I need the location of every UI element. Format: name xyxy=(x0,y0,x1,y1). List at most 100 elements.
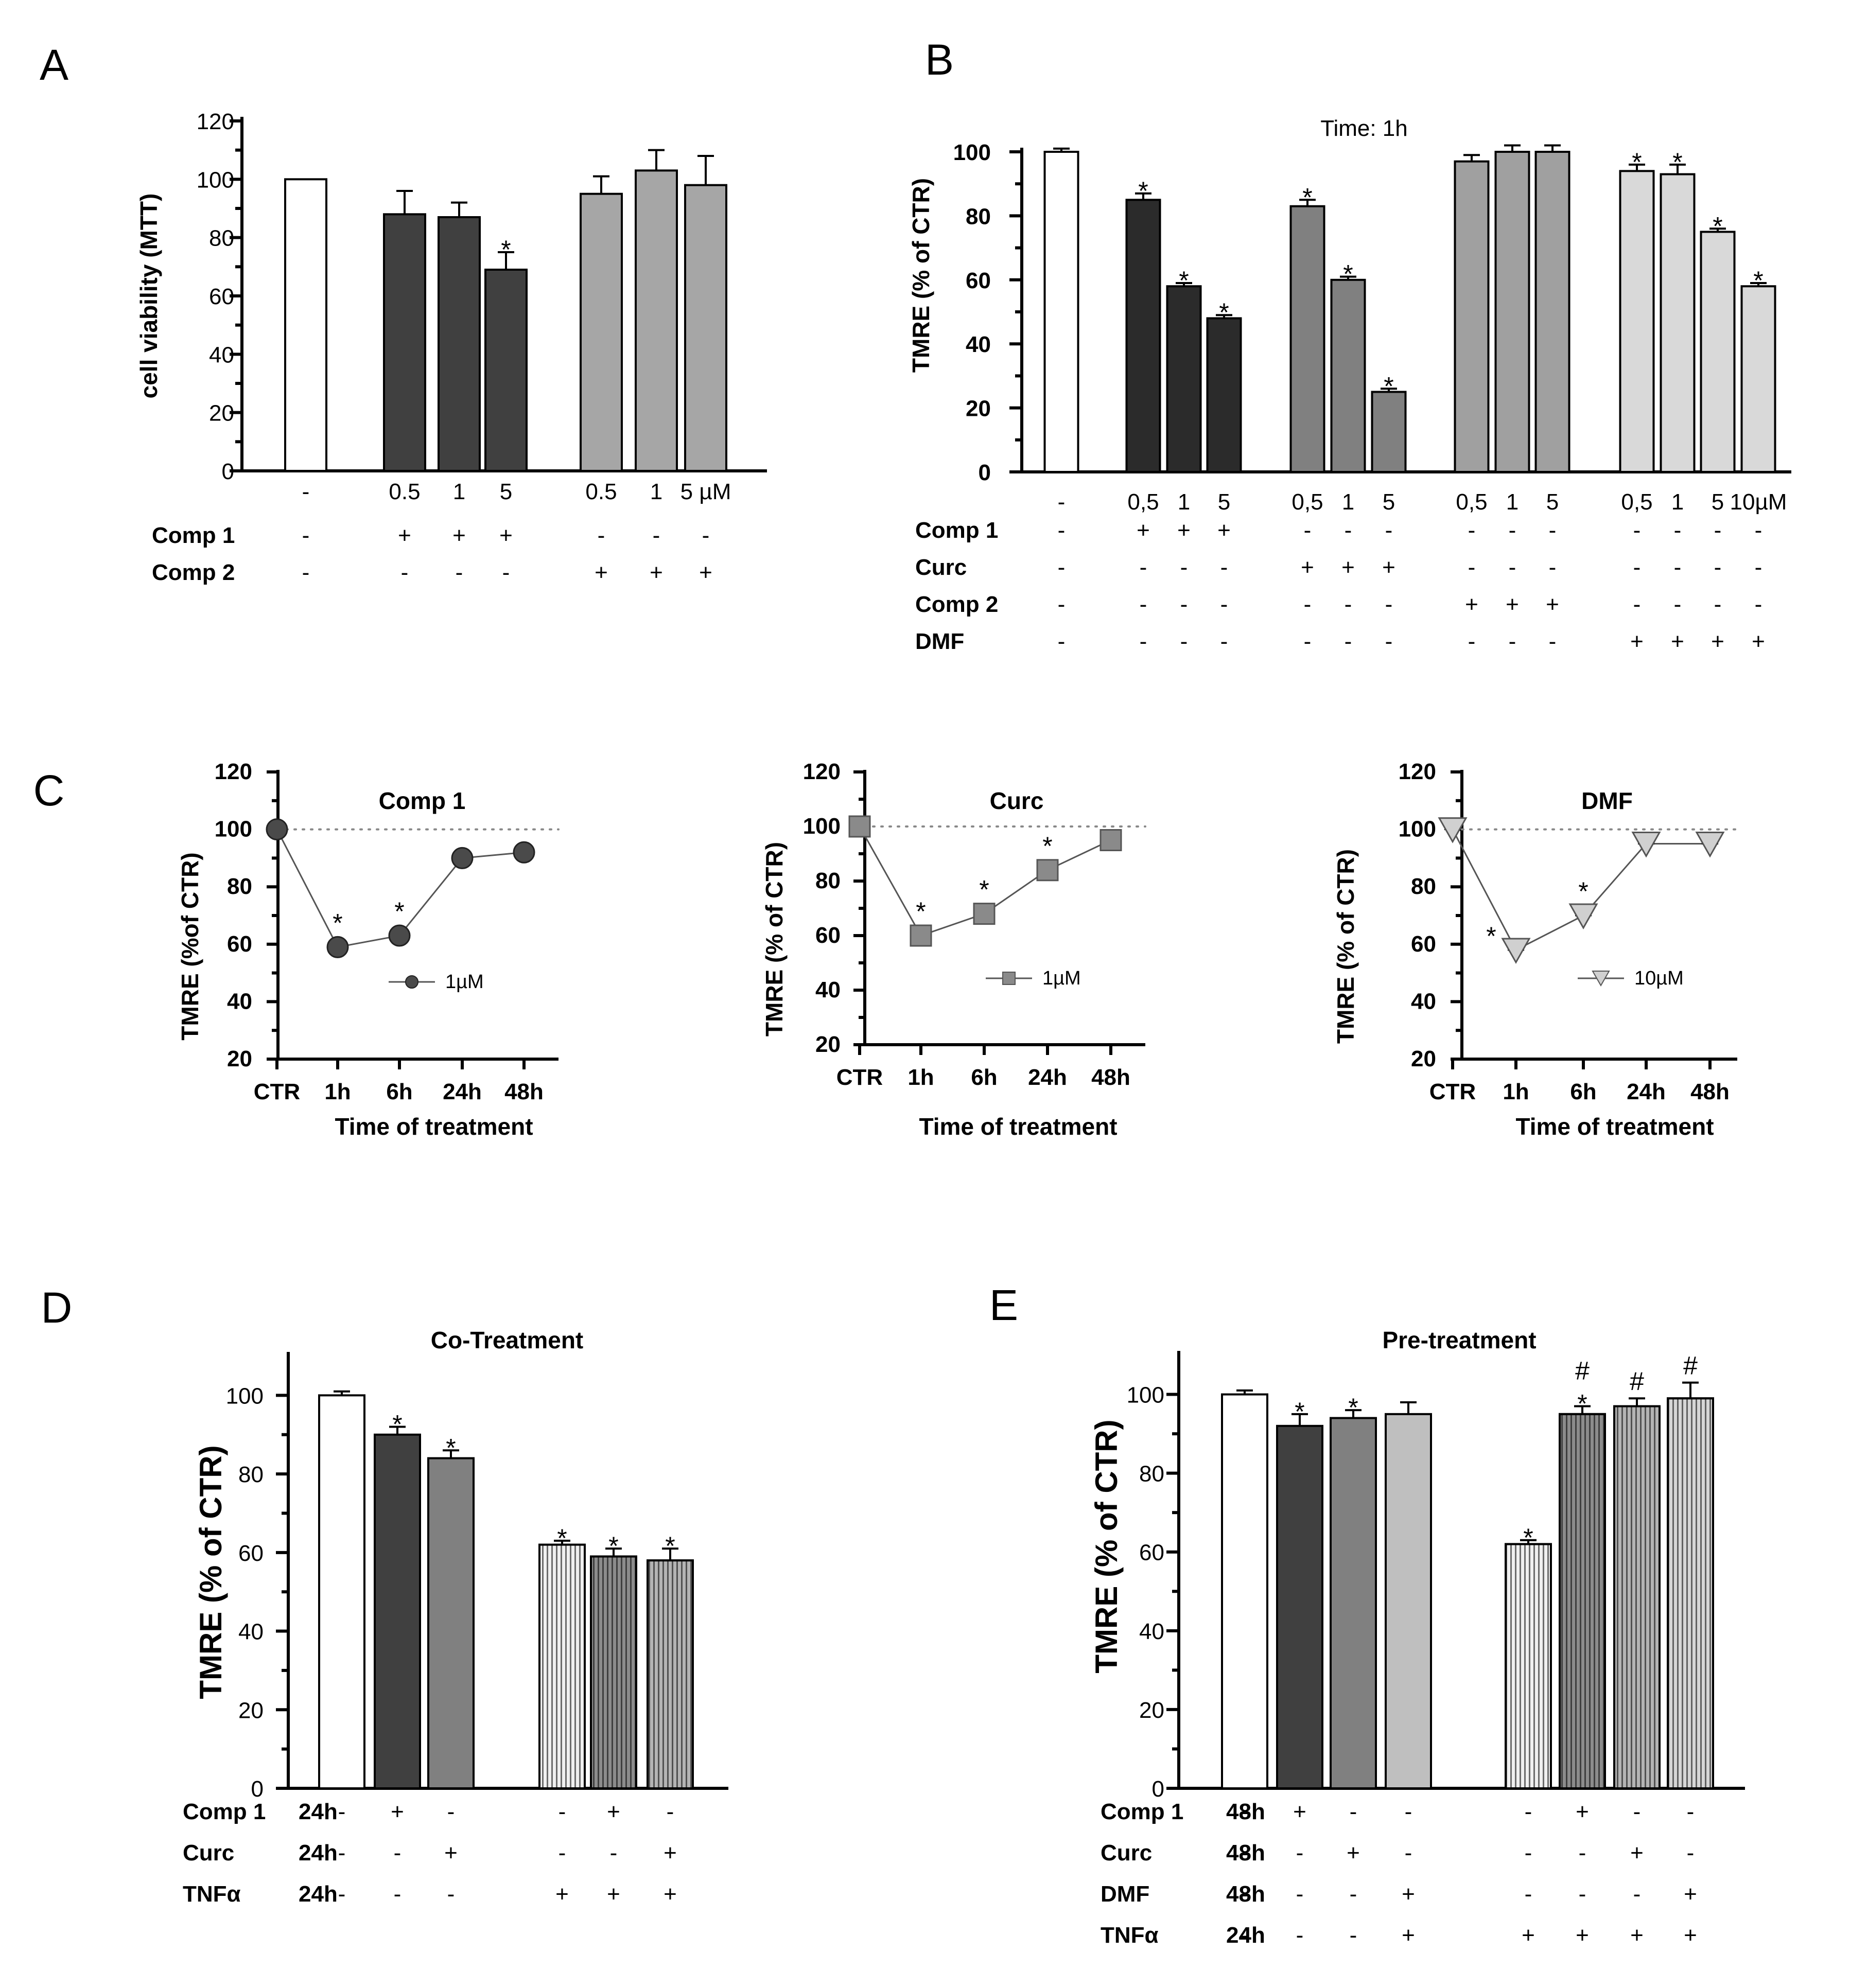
panel-letter-C: C xyxy=(33,766,65,815)
condition-mark-D: - xyxy=(338,1840,346,1866)
x-axis-label-C1: Time of treatment xyxy=(335,1113,533,1140)
y-tick-label-C3: 60 xyxy=(1411,931,1436,957)
data-point-C2 xyxy=(1099,829,1122,851)
significance-star-C3: * xyxy=(1578,877,1588,906)
condition-mark-E: + xyxy=(1684,1923,1697,1948)
condition-mark-B: - xyxy=(1345,629,1352,654)
condition-mark-E: + xyxy=(1684,1881,1697,1907)
condition-mark-E: + xyxy=(1576,1799,1589,1824)
y-tick-label-E: 0 xyxy=(1152,1776,1164,1802)
y-tick-label-C1: 40 xyxy=(227,989,252,1014)
condition-mark-D: + xyxy=(555,1881,569,1907)
data-point-C3 xyxy=(1568,903,1598,930)
condition-mark-B: - xyxy=(1633,555,1641,580)
y-axis-label-A: cell viability (MTT) xyxy=(135,193,162,399)
condition-mark-A: + xyxy=(595,560,608,585)
y-tick-label-A: 100 xyxy=(197,167,234,192)
panel-letter-A: A xyxy=(40,41,68,89)
y-tick-label-C3: 20 xyxy=(1411,1046,1436,1071)
x-category-label-B: 0,5 xyxy=(1291,489,1323,515)
y-tick-label-C2: 100 xyxy=(803,814,841,839)
data-point-C1 xyxy=(388,924,411,947)
condition-mark-A: - xyxy=(502,560,510,585)
condition-mark-E: - xyxy=(1633,1799,1641,1824)
y-tick-label-C2: 120 xyxy=(803,759,841,784)
y-tick-label-D: 40 xyxy=(238,1620,264,1645)
y-tick-label-A: 80 xyxy=(209,226,234,251)
y-tick-label-C1: 60 xyxy=(227,931,252,957)
bar-A xyxy=(580,192,623,472)
data-point-C3 xyxy=(1695,832,1725,858)
x-category-label-A: 5 µM xyxy=(680,479,731,504)
y-tick-label-B: 60 xyxy=(966,268,991,293)
condition-mark-B: - xyxy=(1180,555,1188,580)
condition-mark-B: + xyxy=(1137,518,1150,543)
bar-pattern-E xyxy=(1667,1397,1714,1789)
condition-mark-B: - xyxy=(1220,629,1228,654)
data-point-C3 xyxy=(1501,938,1531,964)
condition-mark-E: - xyxy=(1296,1881,1304,1907)
significance-star-B: * xyxy=(1753,266,1763,295)
x-tick-label-C1: CTR xyxy=(254,1079,300,1104)
condition-mark-E: + xyxy=(1347,1840,1360,1866)
condition-mark-B: - xyxy=(1180,629,1188,654)
condition-mark-B: - xyxy=(1220,555,1228,580)
significance-star-E: * xyxy=(1523,1523,1533,1552)
y-tick-label-B: 0 xyxy=(979,460,991,485)
y-tick-label-B: 100 xyxy=(953,140,991,165)
y-tick-label-C2: 20 xyxy=(815,1032,841,1057)
condition-mark-B: - xyxy=(1058,592,1066,617)
x-axis-label-C3: Time of treatment xyxy=(1515,1113,1714,1140)
significance-star-D: * xyxy=(557,1524,567,1553)
condition-mark-A: + xyxy=(699,560,712,585)
x-category-label-A: 0.5 xyxy=(585,479,617,504)
condition-mark-B: + xyxy=(1546,592,1559,617)
y-axis-label-C2: TMRE (% of CTR) xyxy=(761,842,788,1036)
y-tick-label-C1: 20 xyxy=(227,1046,252,1071)
condition-mark-B: - xyxy=(1385,518,1393,543)
y-tick-label-C3: 40 xyxy=(1411,989,1436,1014)
legend-label-C3: 10µM xyxy=(1634,967,1684,989)
bar-A xyxy=(635,169,678,472)
condition-mark-D: + xyxy=(607,1799,620,1824)
condition-time-E: 48h xyxy=(1226,1799,1265,1824)
bar-E xyxy=(1385,1413,1432,1789)
legend-marker-C2 xyxy=(1002,972,1016,985)
condition-mark-B: - xyxy=(1058,629,1066,654)
condition-mark-B: - xyxy=(1549,555,1557,580)
significance-star-B: * xyxy=(1179,266,1189,295)
condition-mark-E: - xyxy=(1687,1840,1695,1866)
condition-mark-B: - xyxy=(1755,555,1762,580)
y-tick-label-D: 0 xyxy=(251,1776,264,1802)
condition-name-A: Comp 1 xyxy=(152,523,235,548)
condition-mark-B: - xyxy=(1674,555,1682,580)
chart-title-B: Time: 1h xyxy=(1320,116,1408,141)
condition-mark-A: - xyxy=(598,523,605,548)
y-tick-label-A: 120 xyxy=(197,109,234,134)
panel-letter-E: E xyxy=(989,1281,1018,1329)
bar-pattern-E xyxy=(1505,1543,1552,1790)
y-tick-label-C1: 100 xyxy=(215,817,252,842)
condition-mark-D: - xyxy=(559,1840,566,1866)
data-point-C1 xyxy=(451,847,474,869)
condition-mark-A: - xyxy=(653,523,660,548)
legend-marker-C3 xyxy=(1592,971,1610,987)
condition-time-D: 24h xyxy=(299,1799,338,1824)
y-tick-label-D: 60 xyxy=(238,1541,264,1566)
significance-hash-E: # xyxy=(1630,1367,1644,1396)
condition-mark-B: - xyxy=(1345,518,1352,543)
x-category-label-B: 5 xyxy=(1383,489,1395,515)
significance-star-E: * xyxy=(1348,1393,1358,1422)
condition-mark-E: - xyxy=(1241,1840,1249,1866)
condition-mark-A: - xyxy=(702,523,710,548)
condition-mark-A: + xyxy=(452,523,466,548)
condition-name-B: DMF xyxy=(915,629,964,654)
y-tick-label-E: 60 xyxy=(1139,1540,1164,1565)
significance-star-B: * xyxy=(1713,212,1722,240)
condition-mark-E: - xyxy=(1405,1799,1412,1824)
chart-title-C1: Comp 1 xyxy=(379,787,466,814)
x-category-label-B: 5 xyxy=(1546,489,1559,515)
data-point-C2 xyxy=(848,815,871,838)
condition-mark-B: + xyxy=(1630,629,1644,654)
panel-letter-D: D xyxy=(41,1283,73,1332)
